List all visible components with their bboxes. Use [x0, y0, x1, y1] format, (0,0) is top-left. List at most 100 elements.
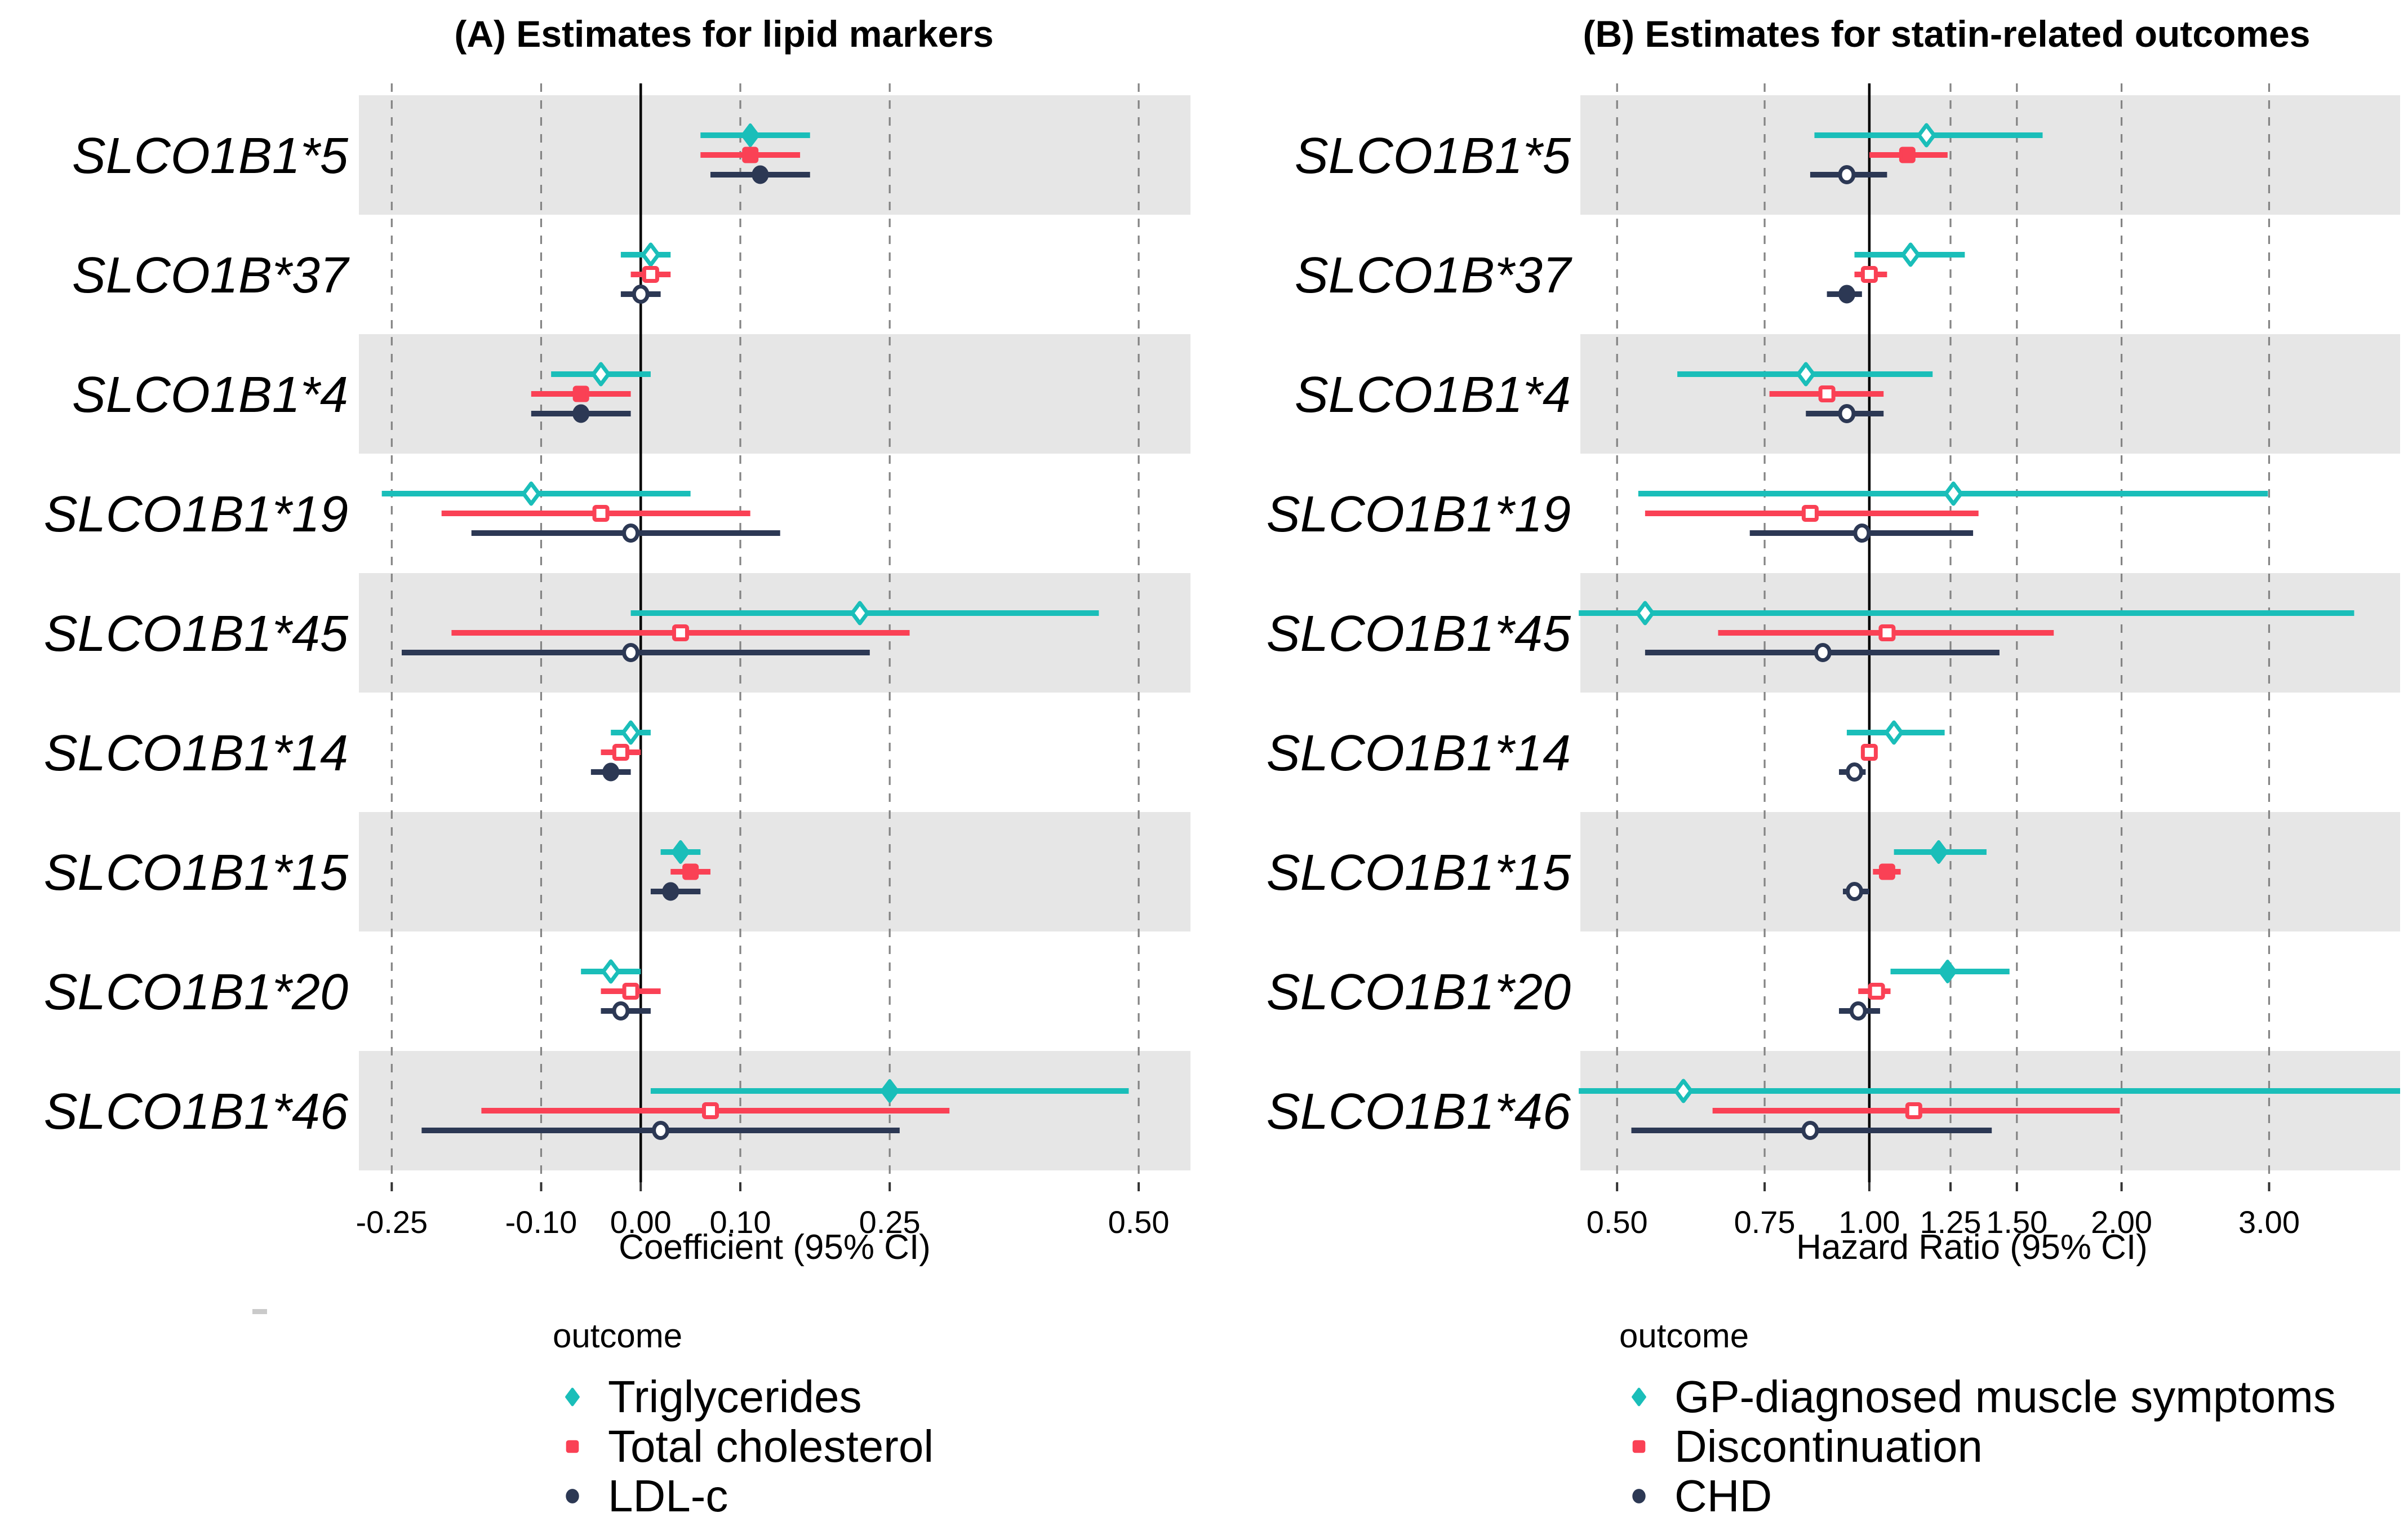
row-label: SLCO1B1*14 — [1267, 725, 1571, 782]
point-marker — [672, 624, 689, 641]
panel-b-legend: outcome GP-diagnosed muscle symptoms Disc… — [1616, 1316, 2336, 1521]
legend-items: GP-diagnosed muscle symptoms Discontinuat… — [1616, 1372, 2336, 1521]
row-band — [1580, 812, 2400, 931]
x-tick-label: 0.50 — [1108, 1204, 1170, 1240]
point-marker — [701, 1102, 719, 1119]
point-marker — [632, 285, 650, 304]
point-marker — [752, 165, 769, 184]
point-marker — [622, 983, 639, 1000]
square-legend-icon — [566, 1440, 579, 1453]
point-marker — [671, 840, 690, 864]
legend-item-label: Discontinuation — [1674, 1421, 1983, 1471]
row-label: SLCO1B*37 — [72, 247, 350, 304]
legend-item: Triglycerides — [549, 1372, 934, 1422]
row-label: SLCO1B1*5 — [1295, 128, 1571, 184]
legend-item: GP-diagnosed muscle symptoms — [1616, 1372, 2336, 1422]
point-marker — [880, 1079, 899, 1103]
panel-b-xaxis-title: Hazard Ratio (95% CI) — [1796, 1228, 2148, 1267]
point-marker — [622, 524, 640, 543]
legend-item: LDL-c — [549, 1471, 934, 1521]
point-marker — [1796, 362, 1816, 387]
row-band — [359, 812, 1190, 931]
point-marker — [1635, 601, 1655, 626]
diamond-legend-icon — [565, 1387, 580, 1407]
point-marker — [1846, 762, 1864, 782]
x-tick-label: 3.00 — [2238, 1204, 2300, 1240]
legend-item-label: CHD — [1674, 1471, 1772, 1521]
point-marker — [592, 505, 610, 522]
row-label: SLCO1B1*20 — [1267, 964, 1571, 1021]
row-band — [1580, 334, 2400, 454]
point-marker — [572, 404, 590, 423]
point-marker — [1878, 863, 1895, 880]
x-tick-label: 1.00 — [1838, 1204, 1900, 1240]
circle-legend-icon — [566, 1489, 579, 1503]
row-label: SLCO1B1*46 — [1267, 1084, 1571, 1140]
point-marker — [1801, 1121, 1819, 1140]
point-marker — [1838, 285, 1855, 304]
point-marker — [1838, 404, 1856, 423]
point-marker — [682, 863, 699, 880]
legend-item-label: LDL-c — [608, 1471, 728, 1521]
x-tick-label: 2.00 — [2091, 1204, 2152, 1240]
x-tick-label: 1.25 — [1920, 1204, 1982, 1240]
point-marker — [1838, 165, 1856, 184]
legend-items: Triglycerides Total cholesterol LDL-c — [549, 1372, 934, 1521]
row-band — [1580, 95, 2400, 215]
point-marker — [642, 266, 659, 283]
point-marker — [1860, 744, 1878, 761]
point-marker — [1632, 1440, 1646, 1453]
x-tick-label: 0.10 — [710, 1204, 771, 1240]
point-marker — [1944, 481, 1963, 506]
x-tick-label: 0.25 — [859, 1204, 921, 1240]
point-marker — [1899, 147, 1916, 163]
row-label: SLCO1B1*45 — [1267, 606, 1571, 662]
row-label: SLCO1B1*5 — [72, 128, 349, 184]
x-tick-label: -0.25 — [356, 1204, 428, 1240]
point-marker — [1901, 242, 1921, 267]
panel-b-title: (B) Estimates for statin-related outcome… — [1583, 13, 2311, 55]
point-marker — [602, 762, 620, 782]
x-tick-label: 1.50 — [1986, 1204, 2047, 1240]
point-marker — [662, 882, 679, 901]
legend-item-label: Total cholesterol — [608, 1421, 934, 1471]
row-label: SLCO1B*37 — [1295, 247, 1572, 304]
row-band — [359, 334, 1190, 454]
point-marker — [1884, 720, 1904, 745]
row-label: SLCO1B1*4 — [72, 367, 348, 423]
point-marker — [612, 744, 629, 761]
point-marker — [1878, 624, 1896, 641]
row-label: SLCO1B1*19 — [1267, 486, 1571, 543]
point-marker — [621, 720, 641, 745]
point-marker — [1632, 1387, 1646, 1407]
point-marker — [1905, 1102, 1922, 1119]
legend-item: CHD — [1616, 1471, 2336, 1521]
row-label: SLCO1B1*15 — [1267, 845, 1571, 901]
x-tick-label: 0.50 — [1587, 1204, 1648, 1240]
panel-a-xaxis-title: Coefficient (95% CI) — [619, 1228, 931, 1267]
point-marker — [641, 242, 660, 267]
point-marker — [565, 1387, 580, 1407]
point-marker — [1673, 1079, 1693, 1103]
x-tick-label: 0.00 — [610, 1204, 672, 1240]
point-marker — [652, 1121, 670, 1140]
point-marker — [1846, 882, 1864, 901]
point-marker — [572, 385, 589, 402]
point-marker — [742, 147, 759, 163]
point-marker — [1860, 266, 1878, 283]
diamond-legend-icon — [1632, 1387, 1646, 1407]
row-label: SLCO1B1*20 — [44, 964, 348, 1021]
legend-item: Discontinuation — [1616, 1421, 2336, 1471]
x-tick-label: 0.75 — [1734, 1204, 1796, 1240]
point-marker — [1632, 1489, 1646, 1503]
point-marker — [1818, 385, 1836, 402]
row-label: SLCO1B1*4 — [1295, 367, 1571, 423]
legend-item: Total cholesterol — [549, 1421, 934, 1471]
point-marker — [566, 1440, 579, 1453]
square-legend-icon — [1632, 1440, 1646, 1453]
point-marker — [521, 481, 541, 506]
point-marker — [1849, 1001, 1867, 1021]
point-marker — [566, 1489, 579, 1503]
